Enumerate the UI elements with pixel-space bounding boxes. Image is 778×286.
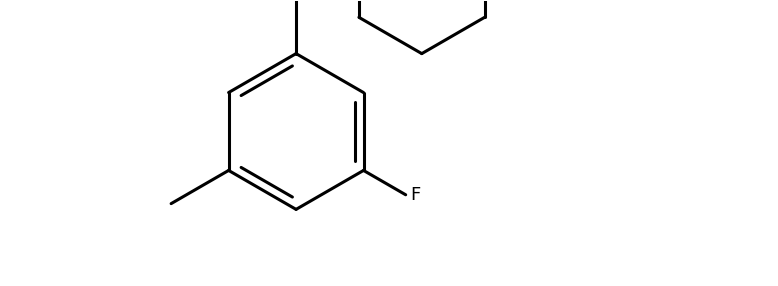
Text: F: F bbox=[410, 186, 420, 204]
